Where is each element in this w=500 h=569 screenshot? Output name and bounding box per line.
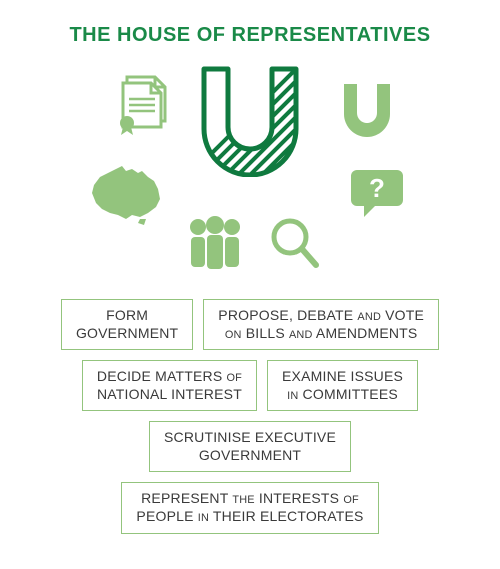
function-boxes: FORMGOVERNMENTPROPOSE, DEBATE AND VOTEON… [16,299,484,534]
svg-text:?: ? [369,173,385,203]
function-box: EXAMINE ISSUESIN COMMITTEES [267,360,418,411]
speech-question-icon: ? [348,167,406,219]
box-row: DECIDE MATTERS OFNATIONAL INTERESTEXAMIN… [82,360,418,411]
shield-icon [340,80,394,138]
box-row: FORMGOVERNMENTPROPOSE, DEBATE AND VOTEON… [61,299,439,350]
page-title: THE HOUSE OF REPRESENTATIVES [69,24,430,47]
icon-cluster: ? [60,65,440,285]
people-icon [182,213,248,271]
function-box: REPRESENT THE INTERESTS OFPEOPLE IN THEI… [121,482,378,533]
australia-map-icon [88,163,164,229]
function-box: PROPOSE, DEBATE AND VOTEON BILLS AND AME… [203,299,439,350]
central-u-icon [200,65,300,177]
function-box: DECIDE MATTERS OFNATIONAL INTEREST [82,360,257,411]
magnifier-icon [270,217,320,269]
document-icon [115,75,173,135]
box-row: SCRUTINISE EXECUTIVEGOVERNMENT [149,421,351,472]
box-row: REPRESENT THE INTERESTS OFPEOPLE IN THEI… [121,482,378,533]
function-box: FORMGOVERNMENT [61,299,193,350]
function-box: SCRUTINISE EXECUTIVEGOVERNMENT [149,421,351,472]
